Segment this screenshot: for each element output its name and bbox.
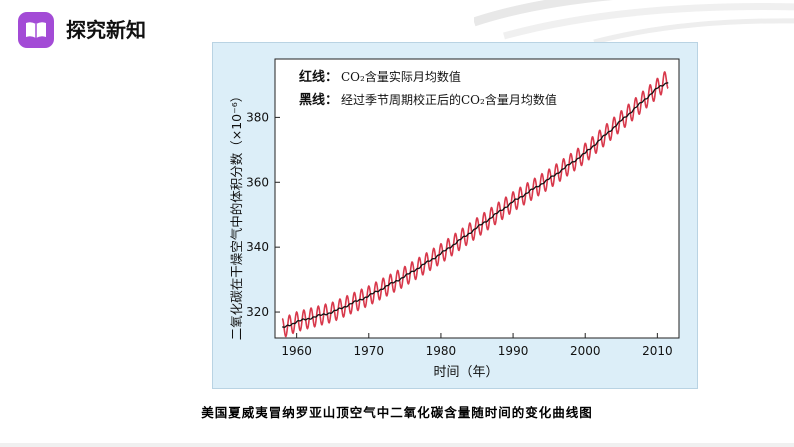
section-title: 探究新知 [66,18,146,42]
decorative-swoosh [474,0,794,42]
legend-red-label: 红线： [299,69,338,85]
x-tick-label: 1960 [281,344,312,358]
co2-chart: 1960 1970 1980 1990 2000 2010 320 340 360 380 红线：… [229,58,680,380]
legend-black-label: 黑线： [299,92,338,108]
y-tick-label: 340 [246,240,269,254]
x-tick-label: 2010 [642,344,673,358]
y-axis-label: 二氧化碳在干燥空气中的体积分数（×10⁻⁶） [229,90,244,341]
x-tick-label: 1990 [498,344,529,358]
chart-series [281,71,669,338]
x-axis-label: 时间（年） [433,365,498,380]
legend-black-text: 经过季节周期校正后的CO₂含量月均数值 [341,92,557,107]
y-tick-label: 380 [246,110,269,124]
chart-axes: 1960 1970 1980 1990 2000 2010 320 340 360 380 [246,58,680,358]
figure-caption: 美国夏威夷冒纳罗亚山顶空气中二氧化碳含量随时间的变化曲线图 [201,405,593,420]
series-line-black [281,82,669,328]
bottom-strip [0,443,794,447]
x-tick-label: 1980 [426,344,457,358]
legend-red-text: CO₂含量实际月均数值 [341,69,461,84]
y-tick-label: 320 [246,305,269,319]
x-tick-label: 2000 [570,344,601,358]
book-icon [18,12,54,48]
chart-legend: 红线： CO₂含量实际月均数值 黑线： 经过季节周期校正后的CO₂含量月均数值 [299,69,557,108]
plot-area [274,58,680,339]
x-tick-label: 1970 [354,344,385,358]
y-tick-label: 360 [246,175,269,189]
chart-panel: 1960 1970 1980 1990 2000 2010 320 340 360 380 红线：… [212,42,698,389]
